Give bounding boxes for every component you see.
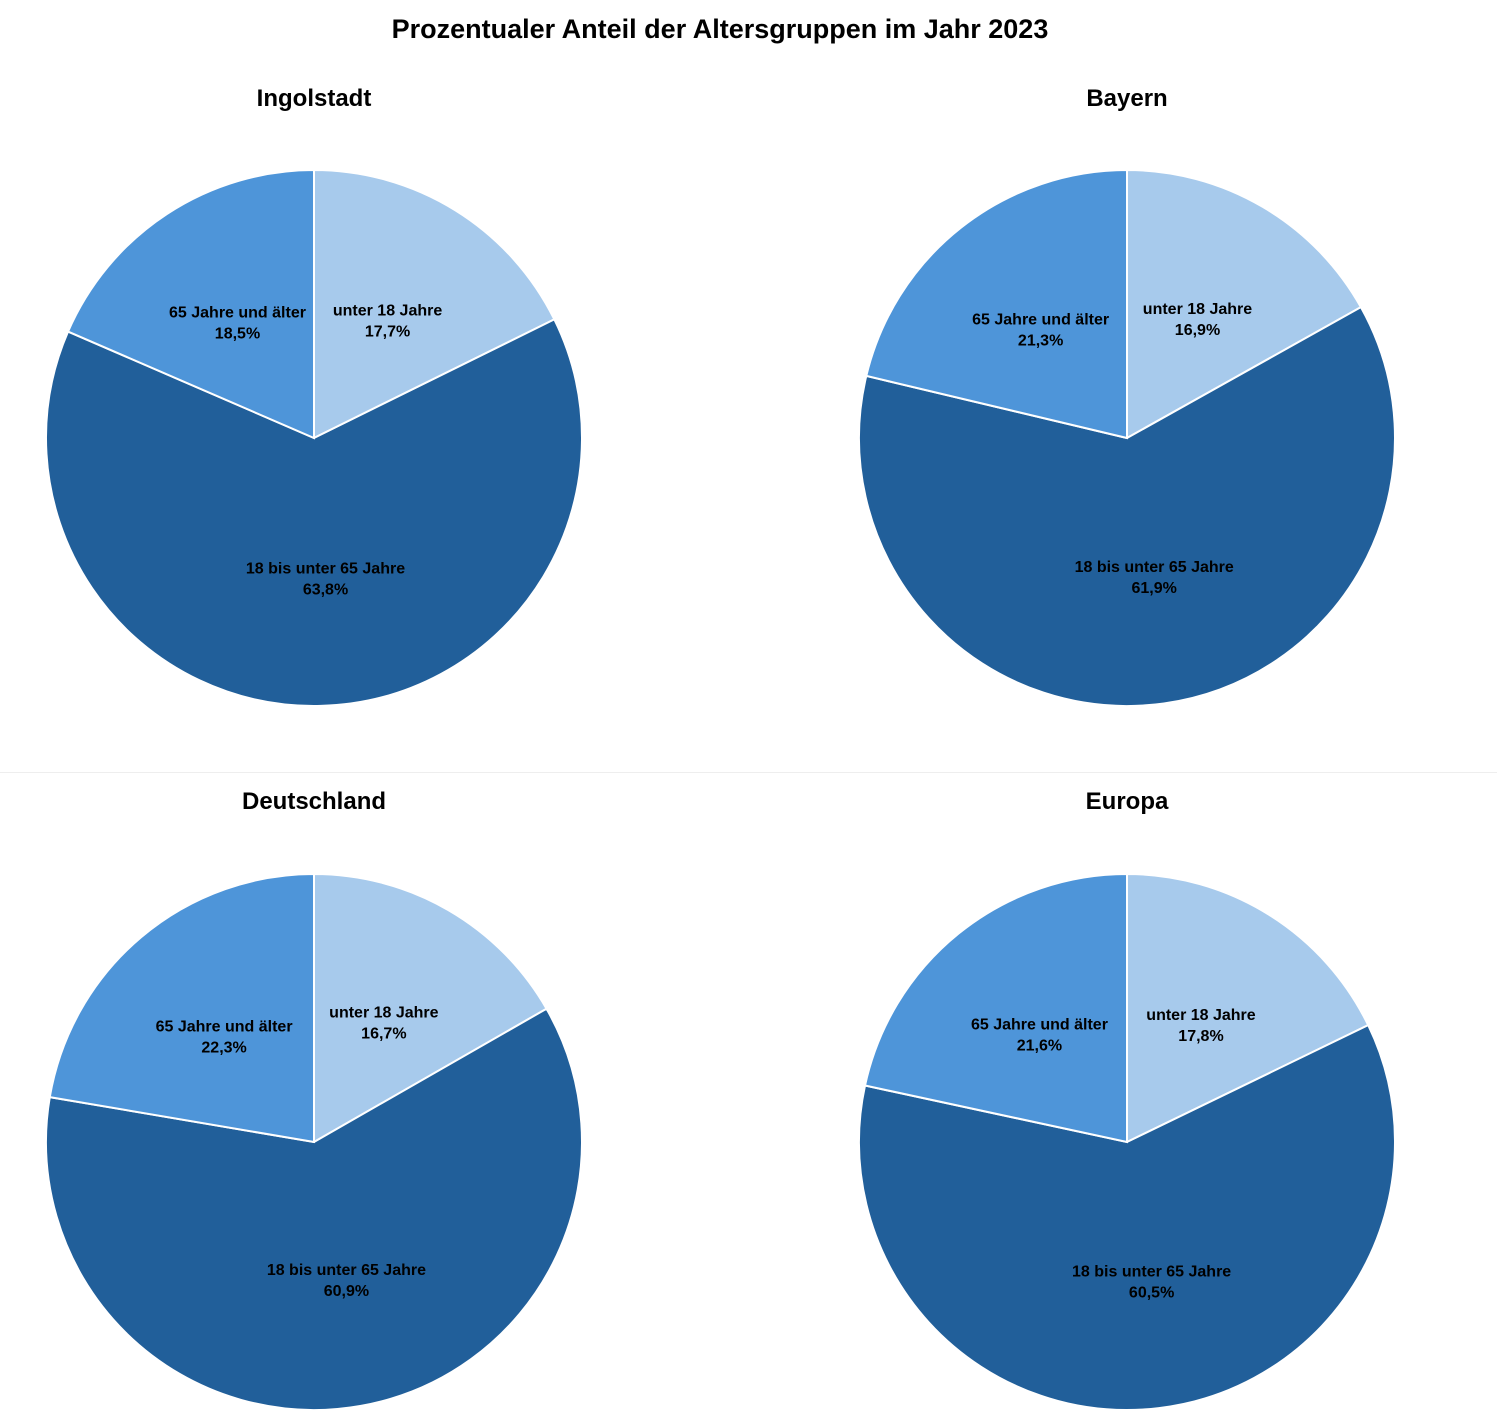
pie-title-deutschland: Deutschland bbox=[242, 788, 386, 815]
data-label-65-jahre-und-aelter: 65 Jahre und älter 21,3% bbox=[972, 312, 1109, 350]
pie-chart-bayern: unter 18 Jahre 16,9% 18 bis unter 65 Jahre… bbox=[858, 85, 1396, 707]
pie-slice-65-jahre-und-aelter bbox=[865, 168, 1128, 440]
pie-slice-65-jahre-und-aelter bbox=[48, 872, 315, 1144]
data-label-18-bis-unter-65-jahre: 18 bis unter 65 Jahre 60,9% bbox=[267, 1262, 426, 1300]
data-label-unter-18-jahre: unter 18 Jahre 17,8% bbox=[1146, 1007, 1255, 1045]
data-label-unter-18-jahre: unter 18 Jahre 16,7% bbox=[329, 1004, 438, 1042]
pie-slice-unter-18-jahre bbox=[1126, 168, 1363, 440]
pie-chart-europa: unter 18 Jahre 17,8% 18 bis unter 65 Jahre… bbox=[858, 788, 1396, 1411]
pie-title-europa: Europa bbox=[1086, 788, 1169, 815]
pie-slice-unter-18-jahre bbox=[313, 168, 556, 440]
data-label-unter-18-jahre: unter 18 Jahre 16,9% bbox=[1143, 301, 1252, 339]
data-label-65-jahre-und-aelter: 65 Jahre und älter 22,3% bbox=[156, 1019, 293, 1057]
pie-slice-18-bis-unter-65-jahre bbox=[858, 1023, 1396, 1411]
pie-title-bayern: Bayern bbox=[1086, 85, 1167, 112]
pie-slice-65-jahre-und-aelter bbox=[863, 872, 1128, 1144]
data-label-65-jahre-und-aelter: 65 Jahre und älter 21,6% bbox=[971, 1017, 1108, 1055]
data-label-18-bis-unter-65-jahre: 18 bis unter 65 Jahre 60,5% bbox=[1072, 1263, 1231, 1301]
data-label-18-bis-unter-65-jahre: 18 bis unter 65 Jahre 61,9% bbox=[1075, 559, 1234, 597]
data-label-18-bis-unter-65-jahre: 18 bis unter 65 Jahre 63,8% bbox=[246, 560, 405, 598]
pie-slice-65-jahre-und-aelter bbox=[66, 168, 315, 440]
pie-chart-ingolstadt: unter 18 Jahre 17,7% 18 bis unter 65 Jahre… bbox=[45, 85, 583, 707]
pie-slice-18-bis-unter-65-jahre bbox=[45, 1007, 583, 1411]
data-label-unter-18-jahre: unter 18 Jahre 17,7% bbox=[333, 303, 442, 341]
pie-slice-unter-18-jahre bbox=[313, 872, 548, 1144]
data-label-65-jahre-und-aelter: 65 Jahre und älter 18,5% bbox=[169, 305, 306, 343]
pie-chart-deutschland: unter 18 Jahre 16,7% 18 bis unter 65 Jahre… bbox=[45, 788, 583, 1411]
pie-title-ingolstadt: Ingolstadt bbox=[257, 85, 372, 112]
pie-slice-18-bis-unter-65-jahre bbox=[45, 318, 583, 707]
pie-slice-unter-18-jahre bbox=[1126, 872, 1370, 1144]
row-divider bbox=[0, 772, 1497, 773]
chart-title: Prozentualer Anteil der Altersgruppen im… bbox=[391, 14, 1049, 44]
